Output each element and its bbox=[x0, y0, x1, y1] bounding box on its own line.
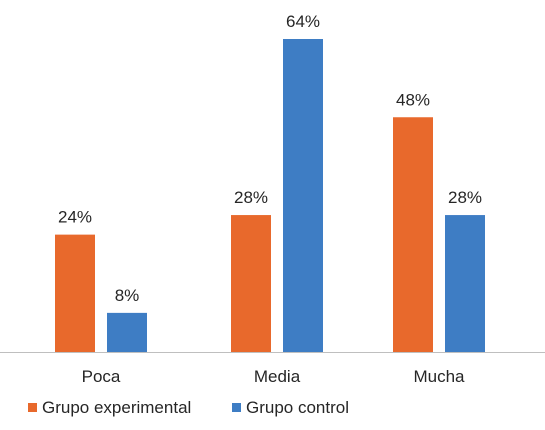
data-label-mucha-series-1: 28% bbox=[448, 188, 482, 207]
x-tick-label-poca: Poca bbox=[82, 367, 121, 386]
legend-label-series-1: Grupo control bbox=[246, 398, 349, 417]
bar-poca-series-0 bbox=[55, 234, 95, 352]
x-tick-label-mucha: Mucha bbox=[413, 367, 465, 386]
data-label-media-series-0: 28% bbox=[234, 188, 268, 207]
bar-media-series-0 bbox=[231, 215, 271, 352]
legend-swatch-series-1 bbox=[232, 403, 241, 412]
bar-mucha-series-0 bbox=[393, 117, 433, 352]
bar-poca-series-1 bbox=[107, 312, 147, 352]
data-labels-group: 24% 8% 28% 64% 48% 28% bbox=[58, 12, 482, 305]
data-label-media-series-1: 64% bbox=[286, 12, 320, 31]
legend-label-series-0: Grupo experimental bbox=[42, 398, 191, 417]
bar-mucha-series-1 bbox=[445, 215, 485, 352]
x-tick-labels-group: Poca Media Mucha bbox=[82, 367, 465, 386]
legend-swatch-series-0 bbox=[28, 403, 37, 412]
bar-media-series-1 bbox=[283, 39, 323, 352]
data-label-mucha-series-0: 48% bbox=[396, 90, 430, 109]
x-tick-label-media: Media bbox=[254, 367, 301, 386]
legend: Grupo experimental Grupo control bbox=[28, 398, 349, 417]
data-label-poca-series-1: 8% bbox=[115, 286, 140, 305]
data-label-poca-series-0: 24% bbox=[58, 208, 92, 227]
bars-group bbox=[55, 39, 485, 352]
